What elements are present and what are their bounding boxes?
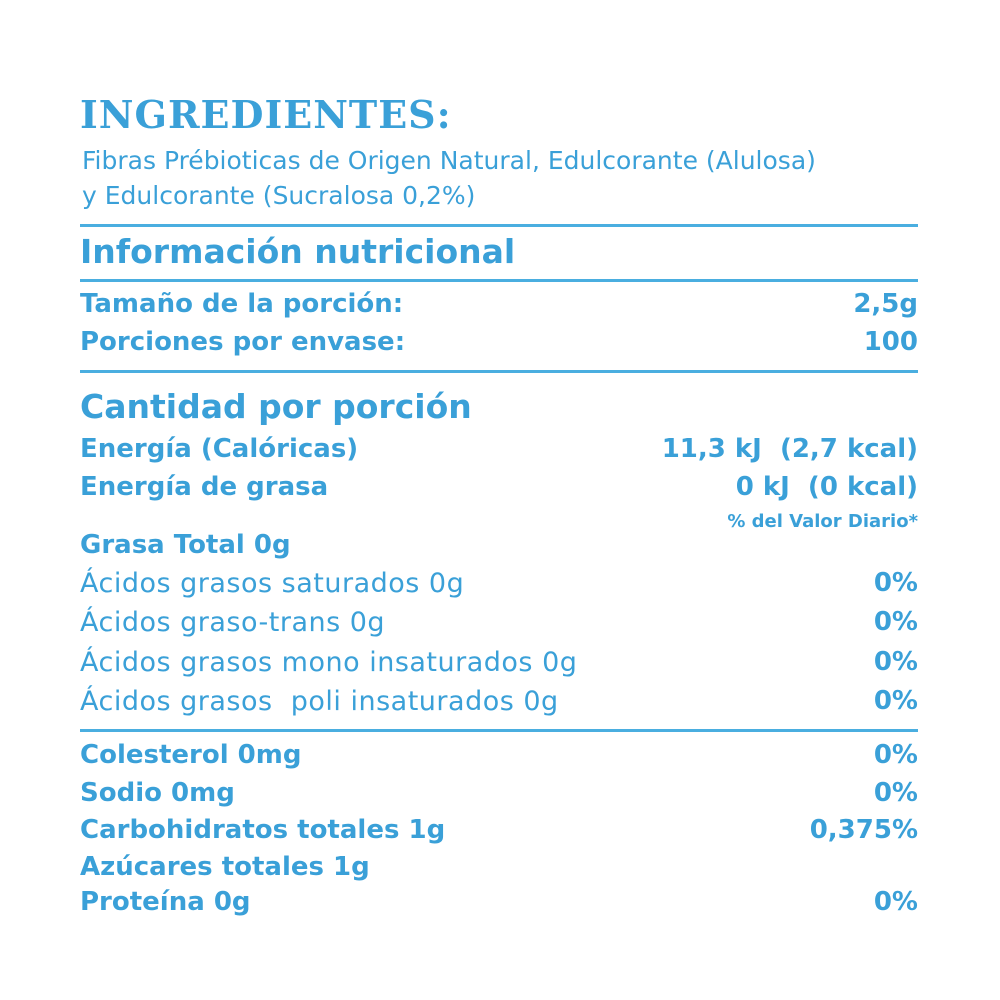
- fat-item-row: Ácidos grasos poli insaturados 0g 0%: [80, 682, 918, 720]
- servings-value: 100: [863, 327, 918, 357]
- nutrient-pct: 0%: [873, 778, 918, 808]
- nutrient-label: Colesterol 0mg: [80, 740, 302, 770]
- per-serving-title: Cantidad por porción: [80, 387, 472, 426]
- serving-size-row: Tamaño de la porción: 2,5g: [80, 285, 918, 323]
- nutrition-title: Información nutricional: [80, 232, 516, 271]
- servings-row: Porciones por envase: 100: [80, 323, 918, 361]
- serving-size-value: 2,5g: [853, 289, 918, 319]
- nutrient-label: Proteína 0g: [80, 887, 251, 917]
- total-fat-label: Grasa Total 0g: [80, 530, 291, 560]
- daily-value-header: % del Valor Diario*: [727, 510, 918, 532]
- fat-item-row: Ácidos grasos saturados 0g 0%: [80, 564, 918, 602]
- nutrient-label: Carbohidratos totales 1g: [80, 815, 446, 845]
- fat-item-pct: 0%: [873, 686, 918, 716]
- fat-item-label: Ácidos grasos mono insaturados 0g: [80, 646, 578, 678]
- nutrient-pct: 0%: [873, 887, 918, 917]
- ingredients-text: Fibras Prébioticas de Origen Natural, Ed…: [82, 143, 816, 213]
- nutrient-row: Colesterol 0mg 0%: [80, 736, 918, 774]
- nutrient-row: Azúcares totales 1g: [80, 848, 918, 886]
- fat-item-label: Ácidos graso-trans 0g: [80, 606, 386, 638]
- fat-item-label: Ácidos grasos poli insaturados 0g: [80, 685, 559, 717]
- servings-label: Porciones por envase:: [80, 327, 406, 357]
- fat-energy-label: Energía de grasa: [80, 472, 329, 502]
- ingredients-title: INGREDIENTES:: [80, 92, 452, 137]
- nutrient-row: Carbohidratos totales 1g 0,375%: [80, 811, 918, 849]
- fat-item-row: Ácidos grasos mono insaturados 0g 0%: [80, 643, 918, 681]
- nutrient-pct: 0%: [873, 740, 918, 770]
- divider: [80, 279, 918, 282]
- energy-label: Energía (Calóricas): [80, 434, 359, 464]
- ingredients-line-2: y Edulcorante (Sucralosa 0,2%): [82, 181, 476, 210]
- nutrient-label: Azúcares totales 1g: [80, 852, 370, 882]
- energy-row: Energía (Calóricas) 11,3 kJ (2,7 kcal): [80, 430, 918, 468]
- fat-energy-row: Energía de grasa 0 kJ (0 kcal): [80, 468, 918, 506]
- ingredients-line-1: Fibras Prébioticas de Origen Natural, Ed…: [82, 146, 816, 175]
- daily-value-header-row: % del Valor Diario*: [80, 504, 918, 538]
- fat-item-label: Ácidos grasos saturados 0g: [80, 567, 465, 599]
- divider: [80, 370, 918, 373]
- fat-energy-value: 0 kJ (0 kcal): [735, 472, 918, 502]
- energy-value: 11,3 kJ (2,7 kcal): [661, 434, 918, 464]
- nutrient-label: Sodio 0mg: [80, 778, 235, 808]
- fat-item-row: Ácidos graso-trans 0g 0%: [80, 603, 918, 641]
- divider: [80, 224, 918, 227]
- serving-size-label: Tamaño de la porción:: [80, 289, 404, 319]
- fat-item-pct: 0%: [873, 568, 918, 598]
- fat-item-pct: 0%: [873, 647, 918, 677]
- total-fat-row: Grasa Total 0g: [80, 526, 918, 564]
- divider: [80, 729, 918, 732]
- fat-item-pct: 0%: [873, 607, 918, 637]
- nutrient-pct: 0,375%: [809, 815, 918, 845]
- nutrient-row: Proteína 0g 0%: [80, 883, 918, 921]
- nutrient-row: Sodio 0mg 0%: [80, 774, 918, 812]
